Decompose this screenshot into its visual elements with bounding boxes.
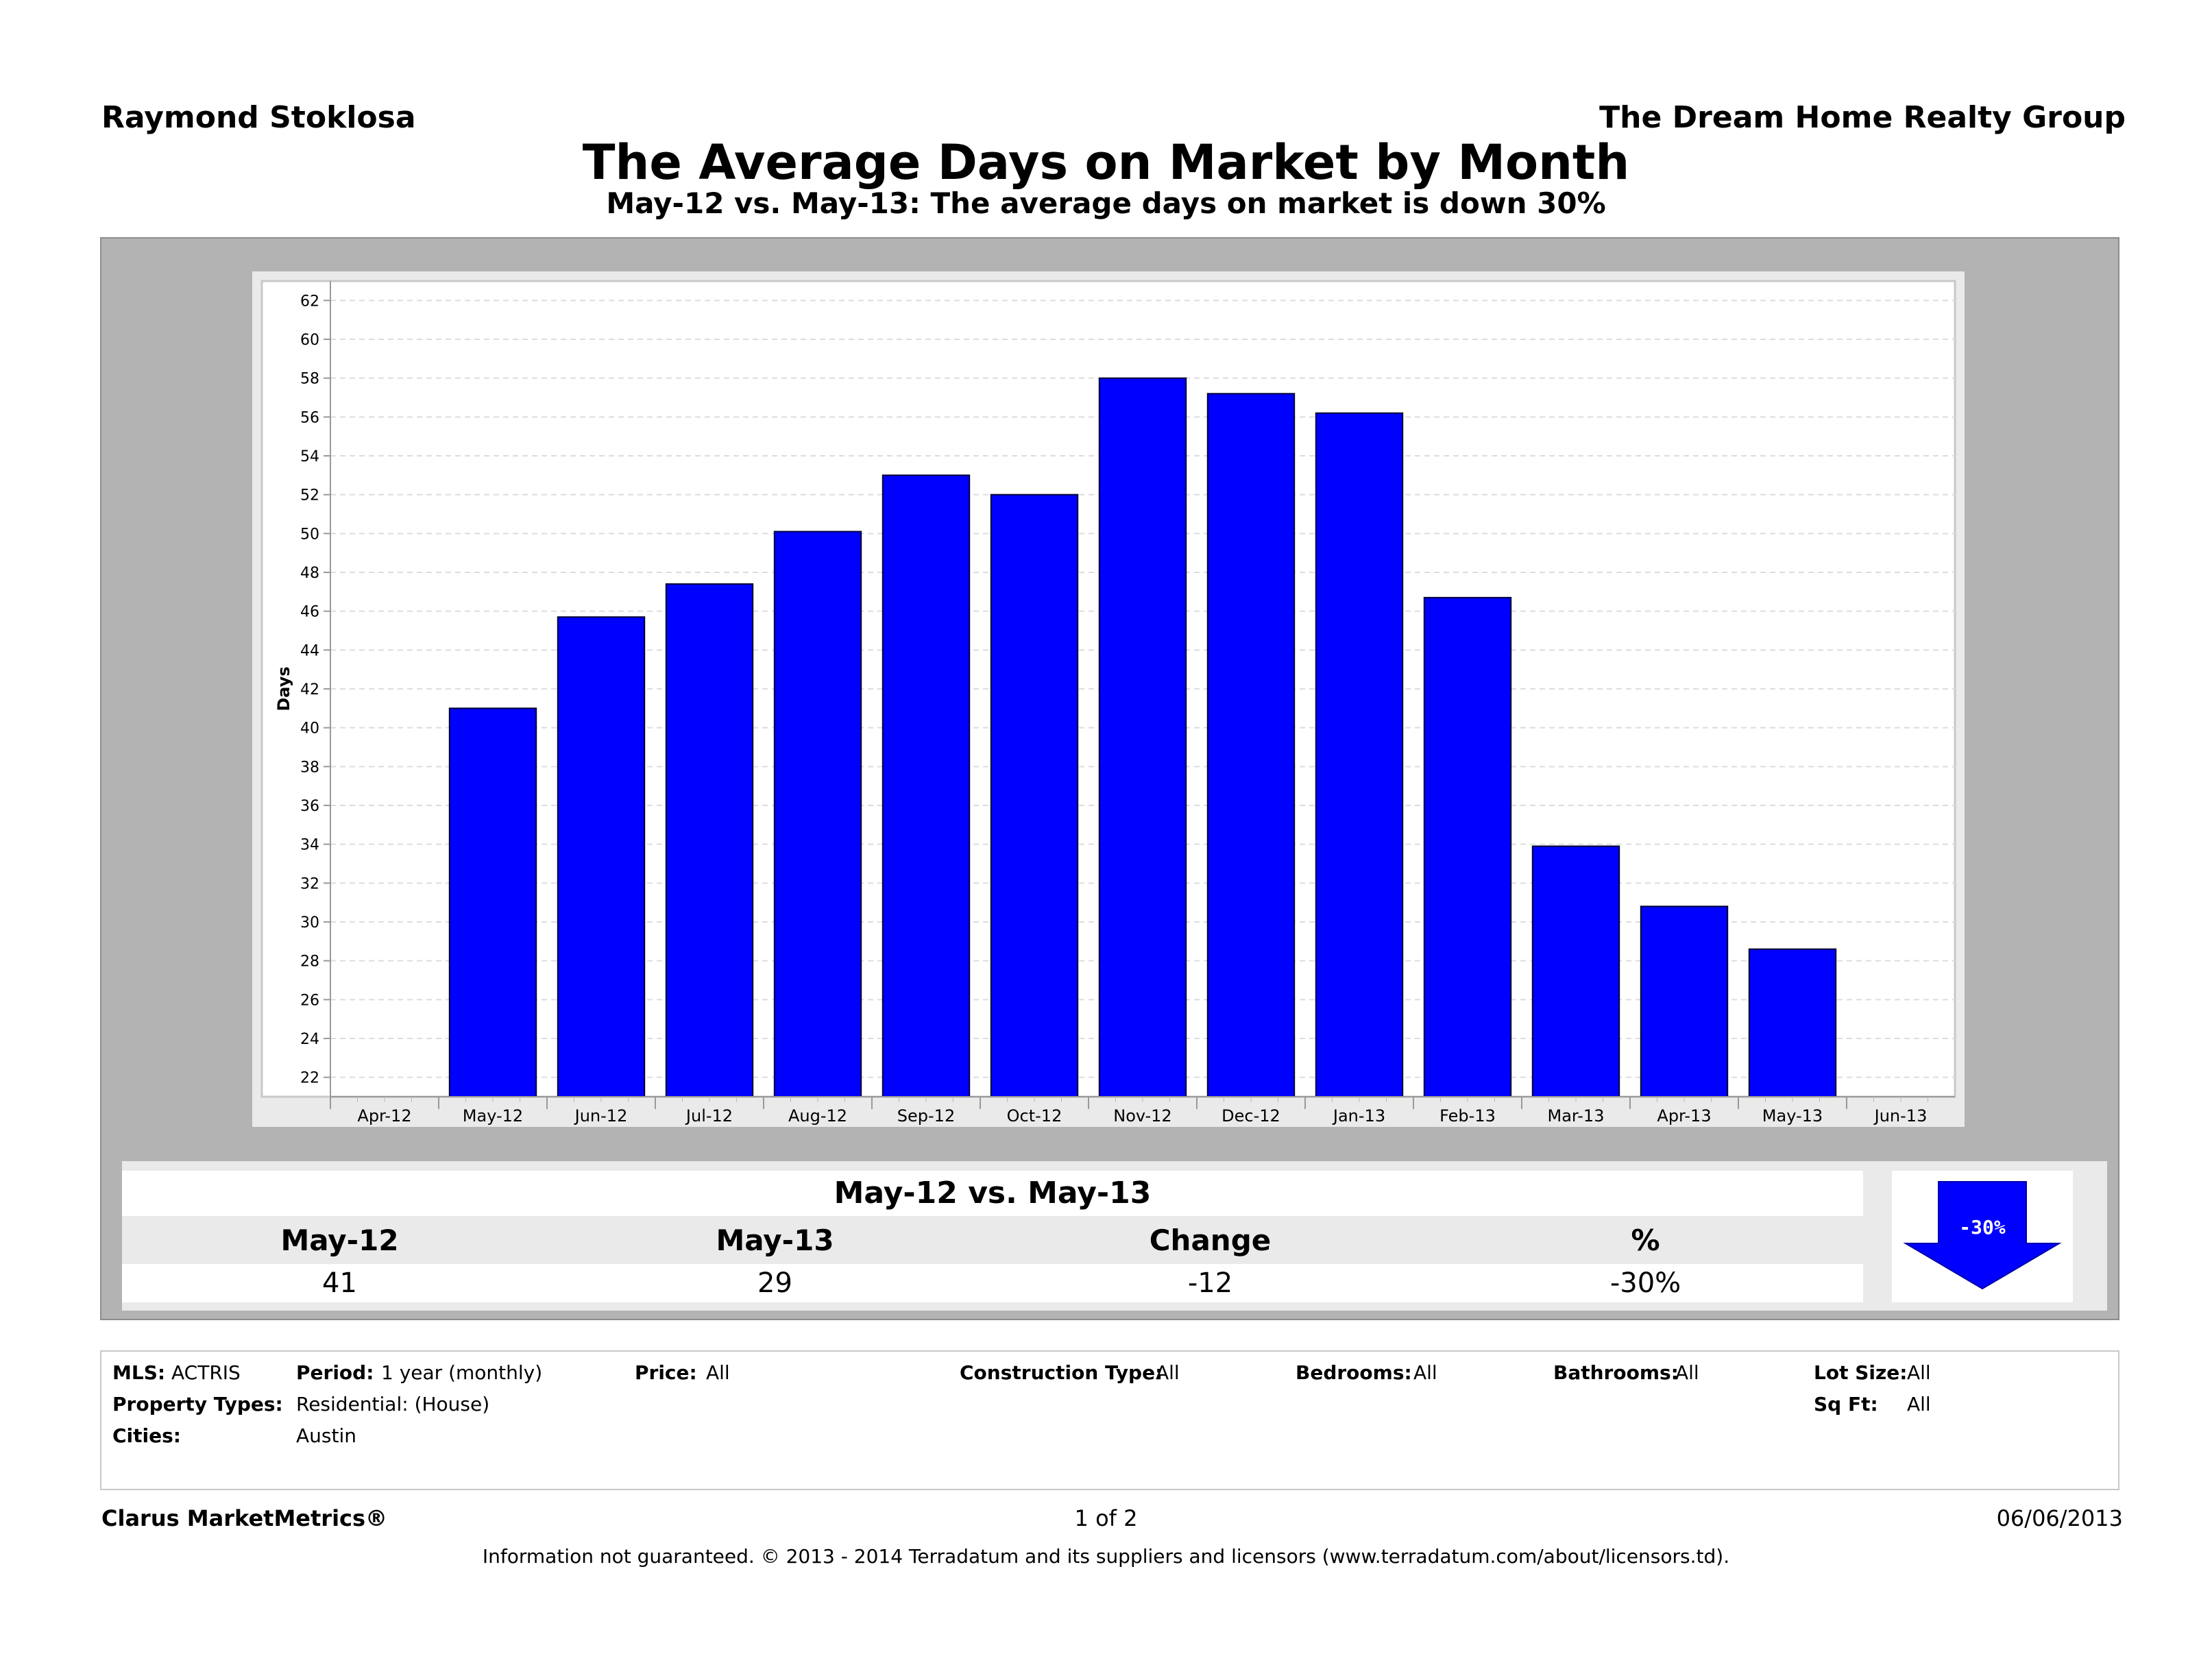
x-tick-label: Jan-13 bbox=[1332, 1106, 1385, 1126]
summary-header-change: Change bbox=[1149, 1224, 1272, 1257]
bar-chart: 22 24 26 28 30 32 34 36 38 40 42 44 46 48 50 52 54 56 58 60… bbox=[260, 280, 1956, 1126]
summary-header-percent: % bbox=[1631, 1224, 1660, 1257]
y-tick-label: 34 bbox=[300, 837, 319, 854]
x-tick-label: May-12 bbox=[463, 1106, 523, 1126]
y-tick-label: 44 bbox=[300, 642, 319, 659]
chart-panel: 22 24 26 28 30 32 34 36 38 40 42 44 46 48 50 52 54 56 58 60… bbox=[252, 271, 1965, 1127]
bar-feb-13 bbox=[1423, 596, 1512, 1098]
x-tick-label: Nov-12 bbox=[1113, 1106, 1171, 1126]
summary-header-may13: May-13 bbox=[716, 1224, 834, 1257]
bar-jan-13 bbox=[1315, 412, 1404, 1097]
x-tick-label: Feb-13 bbox=[1439, 1106, 1496, 1126]
x-tick-label: Sep-12 bbox=[897, 1106, 955, 1126]
company-name: The Dream Home Realty Group bbox=[1599, 100, 2126, 135]
trend-badge: -30% bbox=[1892, 1171, 2073, 1302]
bar-oct-12 bbox=[990, 494, 1079, 1097]
report-date: 06/06/2013 bbox=[1996, 1505, 2123, 1531]
y-tick-label: 48 bbox=[300, 565, 319, 582]
y-tick-label: 60 bbox=[300, 332, 319, 349]
sqft-label: Sq Ft: bbox=[1814, 1393, 1878, 1415]
y-tick-label: 24 bbox=[300, 1031, 319, 1048]
bathrooms-label: Bathrooms: bbox=[1553, 1361, 1679, 1384]
lot-size-value: All bbox=[1907, 1361, 1931, 1384]
x-tick-label: Apr-13 bbox=[1657, 1106, 1711, 1126]
x-tick-label: Aug-12 bbox=[788, 1106, 847, 1126]
y-tick-label: 46 bbox=[300, 604, 319, 621]
y-tick-label: 54 bbox=[300, 448, 319, 465]
brand-name: Clarus MarketMetrics® bbox=[101, 1505, 388, 1531]
bedrooms-label: Bedrooms: bbox=[1296, 1361, 1412, 1384]
agent-name: Raymond Stoklosa bbox=[101, 100, 416, 135]
x-tick-label: Apr-12 bbox=[357, 1106, 411, 1126]
page-title: The Average Days on Market by Month bbox=[582, 134, 1630, 191]
y-tick-label: 32 bbox=[300, 875, 319, 892]
down-arrow-icon bbox=[1903, 1181, 2062, 1290]
bar-sep-12 bbox=[882, 474, 971, 1098]
price-value: All bbox=[706, 1361, 730, 1384]
y-tick-label: 26 bbox=[300, 992, 319, 1009]
sqft-value: All bbox=[1907, 1393, 1931, 1415]
y-tick-label: 62 bbox=[300, 293, 319, 310]
bar-apr-13 bbox=[1640, 905, 1729, 1097]
bar-dec-12 bbox=[1206, 393, 1296, 1097]
construction-type-label: Construction Type: bbox=[960, 1361, 1163, 1384]
x-tick-label: Dec-12 bbox=[1222, 1106, 1280, 1126]
x-tick-label: Jun-13 bbox=[1873, 1106, 1928, 1126]
summary-values-row bbox=[122, 1264, 1863, 1302]
bar-may-13 bbox=[1748, 948, 1837, 1098]
bar-may-12 bbox=[448, 707, 537, 1097]
construction-type-value: All bbox=[1156, 1361, 1180, 1384]
y-tick-label: 22 bbox=[300, 1070, 319, 1087]
x-tick-label: Jun-12 bbox=[574, 1106, 628, 1126]
summary-title: May-12 vs. May-13 bbox=[122, 1171, 1863, 1216]
page-number: 1 of 2 bbox=[1074, 1505, 1138, 1531]
x-tick-label: May-13 bbox=[1762, 1106, 1823, 1126]
x-tick-label: Oct-12 bbox=[1007, 1106, 1062, 1126]
mls-label: MLS: bbox=[112, 1361, 166, 1384]
summary-value-percent: -30% bbox=[1609, 1267, 1681, 1299]
x-tick-label: Jul-12 bbox=[685, 1106, 733, 1126]
trend-badge-label: -30% bbox=[1959, 1216, 2006, 1239]
bar-jul-12 bbox=[665, 583, 754, 1097]
bar-aug-12 bbox=[773, 531, 862, 1097]
summary-value-may13: 29 bbox=[757, 1267, 792, 1299]
bar-nov-12 bbox=[1098, 377, 1187, 1098]
y-tick-label: 38 bbox=[300, 759, 319, 776]
page-subtitle: May-12 vs. May-13: The average days on m… bbox=[606, 186, 1606, 220]
y-tick-label: 30 bbox=[300, 914, 319, 932]
summary-value-change: -12 bbox=[1187, 1267, 1233, 1299]
y-tick-label: 36 bbox=[300, 798, 319, 815]
y-tick-label: 42 bbox=[300, 681, 319, 698]
y-tick-label: 58 bbox=[300, 371, 319, 388]
period-value: 1 year (monthly) bbox=[381, 1361, 543, 1384]
bedrooms-value: All bbox=[1413, 1361, 1437, 1384]
price-label: Price: bbox=[635, 1361, 697, 1384]
cities-value: Austin bbox=[296, 1424, 356, 1447]
property-types-label: Property Types: bbox=[112, 1393, 283, 1415]
summary-header-may12: May-12 bbox=[280, 1224, 399, 1257]
period-label: Period: bbox=[296, 1361, 374, 1384]
summary-value-may12: 41 bbox=[322, 1267, 357, 1299]
y-tick-label: 28 bbox=[300, 953, 319, 971]
y-tick-label: 52 bbox=[300, 487, 319, 504]
search-criteria-box bbox=[100, 1350, 2119, 1490]
x-tick-label: Mar-13 bbox=[1548, 1106, 1605, 1126]
y-tick-label: 56 bbox=[300, 409, 319, 426]
y-axis-label: Days bbox=[274, 666, 293, 711]
cities-label: Cities: bbox=[112, 1424, 181, 1447]
bar-jun-12 bbox=[557, 616, 646, 1097]
y-tick-label: 40 bbox=[300, 720, 319, 738]
bathrooms-value: All bbox=[1675, 1361, 1699, 1384]
property-types-value: Residential: (House) bbox=[296, 1393, 490, 1415]
mls-value: ACTRIS bbox=[171, 1361, 241, 1384]
lot-size-label: Lot Size: bbox=[1814, 1361, 1908, 1384]
bar-mar-13 bbox=[1531, 845, 1620, 1097]
y-tick-label: 50 bbox=[300, 526, 319, 543]
disclaimer: Information not guaranteed. © 2013 - 201… bbox=[482, 1545, 1730, 1568]
